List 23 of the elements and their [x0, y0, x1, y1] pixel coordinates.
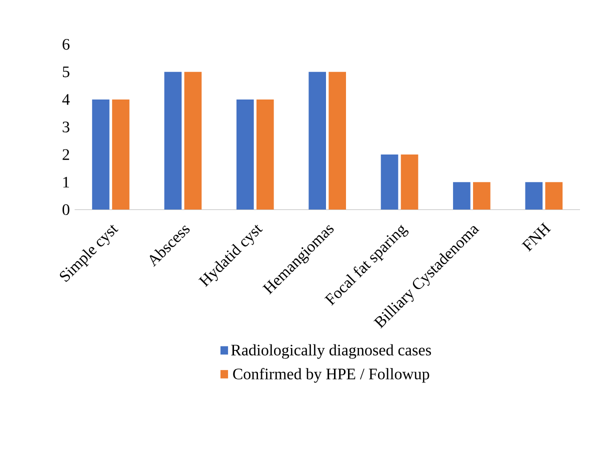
legend-label: Radiologically diagnosed cases: [231, 344, 431, 359]
bar: [92, 99, 110, 210]
y-tick-label: 0: [62, 204, 70, 216]
bar: [308, 72, 326, 210]
bar: [473, 182, 490, 210]
bar: [184, 72, 202, 210]
y-tick-label: 6: [62, 38, 70, 50]
y-tick-label: 4: [62, 94, 70, 105]
y-tick-label: 2: [62, 149, 70, 160]
bar: [400, 154, 418, 210]
bar: [236, 99, 254, 210]
bar: [328, 72, 346, 210]
legend-label: Confirmed by HPE / Followup: [233, 368, 430, 383]
bar: [453, 182, 470, 210]
bar: [256, 99, 274, 210]
bar: [164, 72, 182, 210]
bar: [380, 154, 398, 210]
bar: [112, 99, 130, 210]
y-tick-label: 5: [62, 66, 70, 78]
y-tick-label: 1: [63, 176, 70, 188]
bar: [545, 182, 563, 210]
bar: [525, 182, 543, 210]
y-tick-label: 3: [62, 122, 70, 132]
